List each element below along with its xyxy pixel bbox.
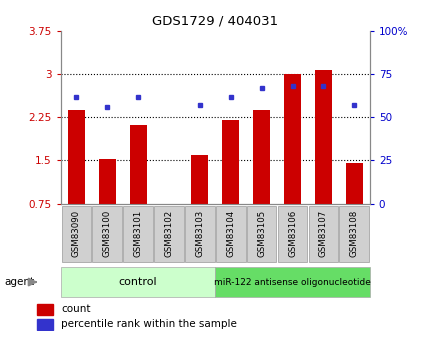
Bar — [191, 155, 208, 204]
FancyBboxPatch shape — [246, 206, 276, 262]
Bar — [215, 267, 369, 297]
Text: GSM83103: GSM83103 — [195, 210, 204, 257]
Bar — [345, 163, 362, 204]
Bar — [129, 125, 146, 204]
Text: GSM83105: GSM83105 — [256, 210, 266, 257]
Text: GSM83106: GSM83106 — [287, 210, 296, 257]
FancyBboxPatch shape — [61, 206, 91, 262]
Bar — [283, 74, 300, 204]
Text: GSM83090: GSM83090 — [72, 210, 81, 257]
Bar — [99, 159, 115, 204]
Text: GSM83107: GSM83107 — [318, 210, 327, 257]
Text: control: control — [118, 277, 157, 287]
Text: GSM83104: GSM83104 — [226, 210, 235, 257]
FancyBboxPatch shape — [215, 206, 245, 262]
FancyBboxPatch shape — [184, 206, 214, 262]
Bar — [253, 110, 270, 204]
Bar — [222, 120, 239, 204]
Text: GSM83101: GSM83101 — [133, 210, 142, 257]
FancyBboxPatch shape — [308, 206, 338, 262]
Text: GSM83108: GSM83108 — [349, 210, 358, 257]
Text: GSM83100: GSM83100 — [102, 210, 112, 257]
FancyBboxPatch shape — [123, 206, 153, 262]
FancyBboxPatch shape — [92, 206, 122, 262]
Bar — [68, 110, 85, 204]
FancyBboxPatch shape — [154, 206, 184, 262]
Bar — [37, 304, 53, 315]
Title: GDS1729 / 404031: GDS1729 / 404031 — [152, 14, 278, 27]
FancyBboxPatch shape — [277, 206, 307, 262]
Bar — [37, 318, 53, 330]
Text: count: count — [61, 305, 90, 315]
Text: miR-122 antisense oligonucleotide: miR-122 antisense oligonucleotide — [214, 277, 370, 287]
Text: percentile rank within the sample: percentile rank within the sample — [61, 319, 236, 329]
Bar — [61, 267, 215, 297]
Bar — [314, 70, 331, 204]
Text: GSM83102: GSM83102 — [164, 210, 173, 257]
FancyBboxPatch shape — [339, 206, 368, 262]
Text: agent: agent — [4, 277, 34, 287]
